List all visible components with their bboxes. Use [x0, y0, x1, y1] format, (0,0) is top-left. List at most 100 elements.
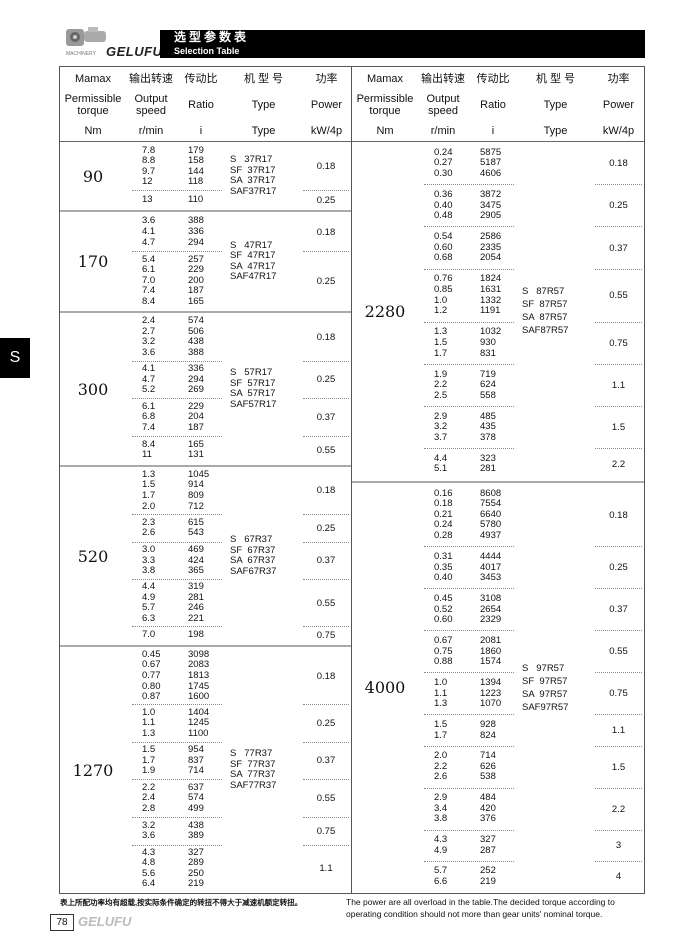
header-cell: i — [199, 124, 203, 137]
ratio: 365 — [188, 565, 204, 577]
ratio: 1860 — [480, 645, 502, 657]
output-speed: 1.9 — [142, 765, 156, 777]
logo: MACHINERY GELUFU — [60, 27, 162, 60]
output-speed: 0.80 — [142, 680, 161, 692]
ratio: 914 — [188, 479, 204, 491]
power-band: 1.5 954 1.7 837 1.9 714 — [132, 743, 222, 781]
table-row: 1.5 930 — [424, 337, 514, 349]
power-value: 0.75 — [595, 673, 642, 716]
output-speed: 8.4 — [142, 296, 156, 308]
power-value: 0.25 — [316, 275, 336, 287]
ratio: 1600 — [188, 691, 210, 703]
ratio: 1404 — [188, 706, 210, 718]
section-tab: S — [0, 338, 30, 378]
ratio: 506 — [188, 325, 204, 337]
ratio: 219 — [188, 878, 204, 890]
ratio: 3872 — [480, 188, 502, 200]
ratio: 287 — [480, 844, 496, 856]
header-cell: Ratio — [188, 99, 214, 111]
table-row: 7.0 200 — [132, 274, 222, 287]
table-row: 4.7 294 — [132, 237, 222, 249]
output-speed: 0.24 — [434, 146, 453, 158]
torque-value: 90 — [82, 166, 104, 186]
table-row: 7.8 179 — [132, 145, 222, 157]
power-band: 1.0 1404 1.1 1245 1.3 1100 — [132, 705, 222, 743]
output-speed: 0.28 — [434, 529, 453, 541]
header-cell: Output speed — [134, 93, 168, 117]
table-row: 1.7 831 — [424, 348, 514, 360]
table-row: 0.87 1600 — [132, 692, 222, 703]
right-table: Mamax 输出转速 传动比 机 型 号 功率 Permissible torque Out… — [352, 67, 644, 893]
table-row: 0.36 3872 — [424, 188, 514, 201]
model-type-line: SA 67R37 — [230, 555, 276, 567]
table-row: 1.3 1100 — [132, 728, 222, 740]
table-row: 0.48 2905 — [424, 210, 514, 222]
ratio: 1045 — [188, 468, 210, 480]
model-type: S 97R57 SF 97R57 SA 97R57 SAF97R57 — [518, 483, 593, 893]
power-value: 0.25 — [595, 547, 642, 590]
power-band: 2.2 637 2.4 574 2.8 499 — [132, 780, 222, 818]
power-band: 2.0 714 2.2 626 2.6 538 — [424, 747, 514, 789]
model-type-line: SF 97R57 — [522, 675, 568, 687]
ratio: 2586 — [480, 231, 502, 243]
model-type-line: S 67R37 — [230, 534, 273, 546]
model-type-line: SF 87R57 — [522, 299, 568, 311]
power-band: 0.76 1824 0.85 1631 1.0 1332 1.2 1191 — [424, 270, 514, 323]
ratio: 376 — [480, 813, 496, 825]
ratio: 110 — [188, 194, 204, 206]
ratio: 1070 — [480, 698, 502, 710]
table-row: 2.7 506 — [132, 325, 222, 338]
header-cell: Ratio — [480, 99, 506, 111]
power-value: 0.37 — [595, 589, 642, 632]
table-row: 2.3 615 — [132, 517, 222, 529]
power-value: 0.55 — [316, 444, 336, 456]
power-column: 0.18 0.25 0.37 0.55 0.75 1.1 — [301, 647, 351, 893]
speed-ratio-column: 3.6 388 4.1 336 4.7 294 5.4 257 6.1 229 7.0 200 7.4 1… — [126, 212, 226, 311]
table-row: 0.60 2335 — [424, 242, 514, 254]
output-speed: 3.3 — [142, 554, 156, 566]
table-row: 2.4 574 — [132, 793, 222, 804]
ratio: 323 — [480, 452, 496, 464]
table-row: 3.2 438 — [132, 820, 222, 832]
ratio: 289 — [188, 857, 204, 869]
output-speed: 2.0 — [434, 750, 448, 762]
power-band: 1.5 928 1.7 824 — [424, 715, 514, 747]
ratio: 1032 — [480, 326, 502, 338]
output-speed: 0.27 — [434, 157, 453, 169]
header-cell: Nm — [376, 124, 394, 137]
model-type-line: SAF77R37 — [230, 779, 277, 791]
output-speed: 11 — [142, 449, 152, 461]
table-row: 0.52 2654 — [424, 604, 514, 616]
output-speed: 0.67 — [434, 635, 453, 646]
table-row: 3.6 389 — [132, 831, 222, 842]
output-speed: 2.7 — [142, 325, 156, 337]
table-row: 2.0 714 — [424, 751, 514, 762]
ratio: 378 — [480, 432, 496, 443]
output-speed: 4.1 — [142, 362, 156, 374]
output-speed: 4.3 — [142, 846, 156, 858]
table-row: 0.16 8608 — [424, 488, 514, 500]
output-speed: 0.67 — [142, 659, 161, 671]
table-row: 3.0 469 — [132, 544, 222, 556]
torque-value: 170 — [77, 252, 109, 272]
ratio: 204 — [188, 411, 204, 423]
power-value: 0.18 — [303, 648, 349, 706]
header-cell: Type — [543, 124, 568, 137]
output-speed: 0.31 — [434, 550, 453, 562]
power-value: 1.1 — [319, 863, 333, 875]
output-speed: 0.77 — [142, 669, 161, 681]
ratio: 714 — [188, 765, 204, 777]
table-row: 2.0 712 — [132, 501, 222, 513]
speed-ratio-column: 1.3 1045 1.5 914 1.7 809 2.0 712 2.3 615 2.6 543 3.0… — [126, 467, 226, 645]
table-row: 4.8 289 — [132, 858, 222, 869]
table-row: 13 110 — [132, 194, 222, 206]
output-speed: 2.2 — [434, 760, 448, 772]
output-speed: 7.0 — [142, 274, 156, 286]
ratio: 637 — [188, 781, 204, 793]
header-cell: 输出转速 — [129, 73, 173, 85]
header-cell: i — [491, 124, 495, 137]
model-type-line: SAF67R37 — [230, 565, 277, 577]
ratio: 543 — [188, 527, 204, 539]
speed-ratio-column: 0.16 8608 0.18 7554 0.21 6640 0.24 5780 0.28 4937… — [418, 483, 518, 893]
model-type: S 87R57 SF 87R57 SA 87R57 SAF87R57 — [518, 142, 593, 481]
